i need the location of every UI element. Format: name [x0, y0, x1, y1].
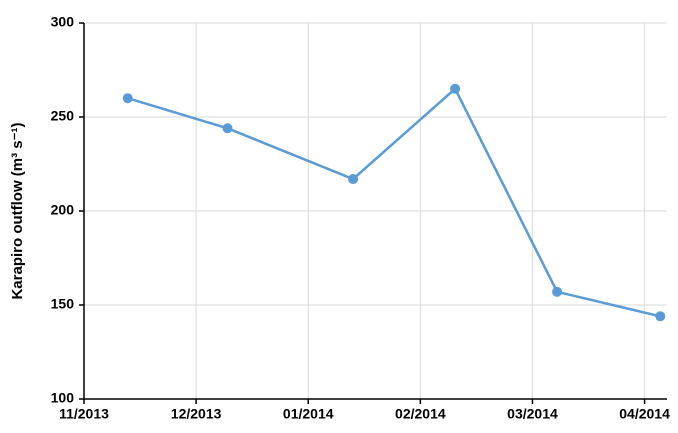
point: [450, 83, 461, 94]
y-tick-label: 250: [51, 108, 75, 124]
x-tick-label: 03/2014: [507, 406, 558, 422]
x-tick-label: 02/2014: [395, 406, 446, 422]
point: [348, 174, 359, 185]
x-tick-label: 01/2014: [283, 406, 334, 422]
x-tick-label: 04/2014: [619, 406, 670, 422]
x-tick-label: 12/2013: [171, 406, 222, 422]
point: [655, 311, 666, 322]
point: [222, 123, 233, 134]
y-tick-label: 150: [51, 296, 75, 312]
line: [127, 86, 661, 318]
y-tick-label: 200: [51, 202, 75, 218]
point: [122, 93, 133, 104]
point: [552, 286, 563, 297]
y-axis-title: Karapiro outflow (m³ s⁻¹): [9, 122, 26, 299]
y-tick-label: 100: [51, 390, 75, 406]
y-tick-label: 300: [51, 14, 75, 30]
x-tick-label: 11/2013: [59, 406, 109, 422]
